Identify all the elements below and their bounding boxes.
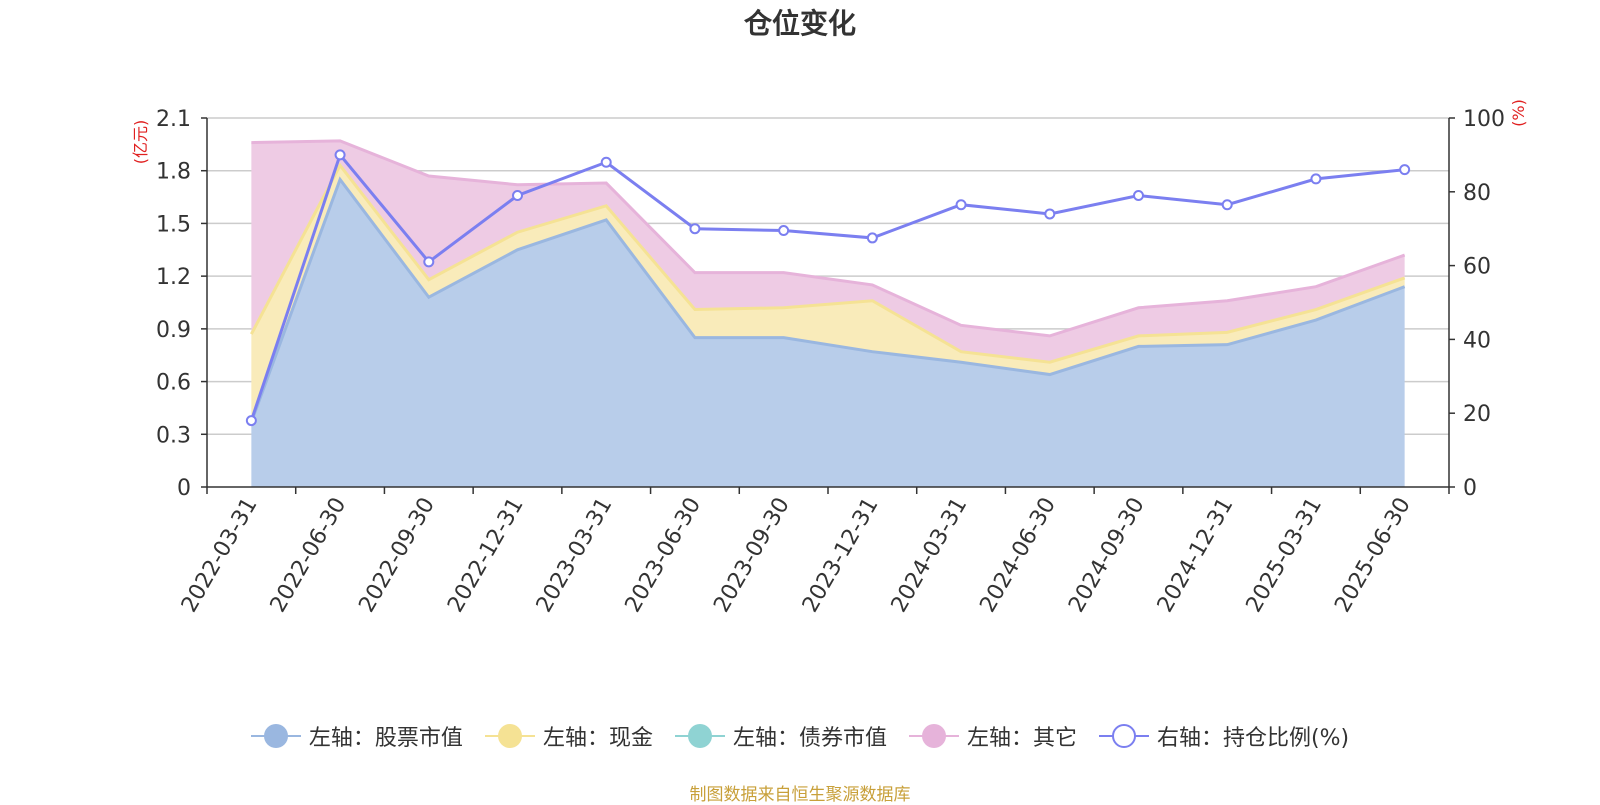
x-axis-tick-label: 2022-12-31 bbox=[443, 494, 529, 617]
legend-label: 右轴：持仓比例(%) bbox=[1156, 726, 1350, 751]
left-axis-tick-label: 0 bbox=[177, 476, 191, 501]
ratio-point bbox=[1399, 164, 1411, 176]
legend-label: 左轴：其它 bbox=[966, 726, 1077, 751]
hollow-circle-icon bbox=[1098, 724, 1149, 748]
cash-area bbox=[251, 165, 1405, 422]
x-axis-tick-label: 2025-06-30 bbox=[1330, 494, 1416, 617]
ratio-point bbox=[245, 415, 257, 427]
stock-area bbox=[251, 179, 1405, 487]
legend-item-ratio[interactable]: 右轴：持仓比例(%) bbox=[1098, 720, 1350, 752]
stacked-areas bbox=[249, 139, 1406, 487]
x-axis-tick-label: 2025-03-31 bbox=[1242, 494, 1328, 617]
other-area-edge bbox=[251, 139, 1406, 338]
ratio-point bbox=[1221, 199, 1233, 211]
x-axis-tick-label: 2022-06-30 bbox=[266, 494, 352, 617]
filled-circle-icon bbox=[250, 724, 301, 748]
ratio-point bbox=[778, 225, 790, 237]
left-axis-tick-label: 0.9 bbox=[156, 318, 191, 343]
left-axis-unit-label: (亿元) bbox=[131, 120, 150, 165]
cash-area-edge bbox=[250, 162, 1406, 364]
right-axis-tick-label: 0 bbox=[1463, 476, 1477, 501]
filled-circle-icon bbox=[484, 724, 535, 748]
x-axis-tick-label: 2023-03-31 bbox=[532, 494, 618, 617]
x-axis-tick-label: 2022-03-31 bbox=[177, 494, 263, 617]
data-source-note: 制图数据来自恒生聚源数据库 bbox=[689, 785, 911, 805]
legend-item-bond[interactable]: 左轴：债券市值 bbox=[674, 720, 887, 752]
right-axis-tick-label: 100 bbox=[1463, 107, 1505, 132]
ratio-line-layer bbox=[245, 149, 1411, 427]
legend-label: 左轴：债券市值 bbox=[732, 726, 887, 751]
left-axis-tick-label: 1.5 bbox=[156, 212, 191, 237]
ratio-point bbox=[1044, 208, 1056, 220]
legend-label: 左轴：股票市值 bbox=[308, 726, 463, 751]
left-axis-tick-label: 0.3 bbox=[156, 423, 191, 448]
x-axis-tick-label: 2023-09-30 bbox=[709, 494, 795, 617]
ratio-point bbox=[1133, 189, 1144, 201]
ratio-point bbox=[600, 156, 612, 168]
stock-area-edge bbox=[249, 176, 1406, 423]
ratio-line bbox=[249, 151, 1405, 422]
x-axis-tick-label: 2024-09-30 bbox=[1064, 494, 1150, 617]
left-axis-tick-label: 2.1 bbox=[156, 107, 191, 132]
ratio-point bbox=[512, 189, 523, 201]
left-axis-tick-label: 1.8 bbox=[156, 160, 191, 185]
filled-circle-icon bbox=[674, 724, 725, 748]
other-area bbox=[251, 140, 1405, 363]
right-axis-tick-label: 40 bbox=[1463, 328, 1491, 353]
legend-item-other[interactable]: 左轴：其它 bbox=[908, 720, 1077, 752]
ratio-point bbox=[423, 256, 435, 268]
ratio-point bbox=[1310, 173, 1322, 185]
chart-legend: 左轴：股票市值 左轴：现金 左轴：债券市值 左轴：其它 右轴：持仓比例(%) bbox=[0, 720, 1600, 752]
left-axis-tick-label: 0.6 bbox=[156, 371, 191, 396]
right-axis-tick-label: 20 bbox=[1463, 402, 1491, 427]
x-axis-tick-label: 2023-06-30 bbox=[621, 494, 707, 617]
left-axis-tick-label: 1.2 bbox=[156, 265, 191, 290]
right-axis-tick-label: 60 bbox=[1463, 255, 1491, 280]
ratio-point bbox=[955, 199, 967, 211]
ratio-point bbox=[866, 232, 878, 244]
right-axis-tick-label: 80 bbox=[1463, 181, 1491, 206]
chart-title: 仓位变化 bbox=[743, 7, 856, 40]
x-axis-tick-label: 2023-12-31 bbox=[798, 494, 884, 617]
ratio-point bbox=[334, 149, 346, 161]
x-axis-tick-label: 2024-12-31 bbox=[1153, 494, 1239, 617]
x-axis-tick-label: 2022-09-30 bbox=[354, 494, 440, 617]
x-axis-tick-label: 2024-06-30 bbox=[975, 494, 1061, 617]
x-axis-tick-label: 2024-03-31 bbox=[887, 494, 973, 617]
legend-item-stock[interactable]: 左轴：股票市值 bbox=[250, 720, 463, 752]
ratio-point bbox=[689, 223, 701, 235]
filled-circle-icon bbox=[908, 724, 959, 748]
right-axis-unit-label: (%) bbox=[1509, 99, 1528, 127]
legend-label: 左轴：现金 bbox=[542, 726, 653, 751]
legend-item-cash[interactable]: 左轴：现金 bbox=[484, 720, 653, 752]
